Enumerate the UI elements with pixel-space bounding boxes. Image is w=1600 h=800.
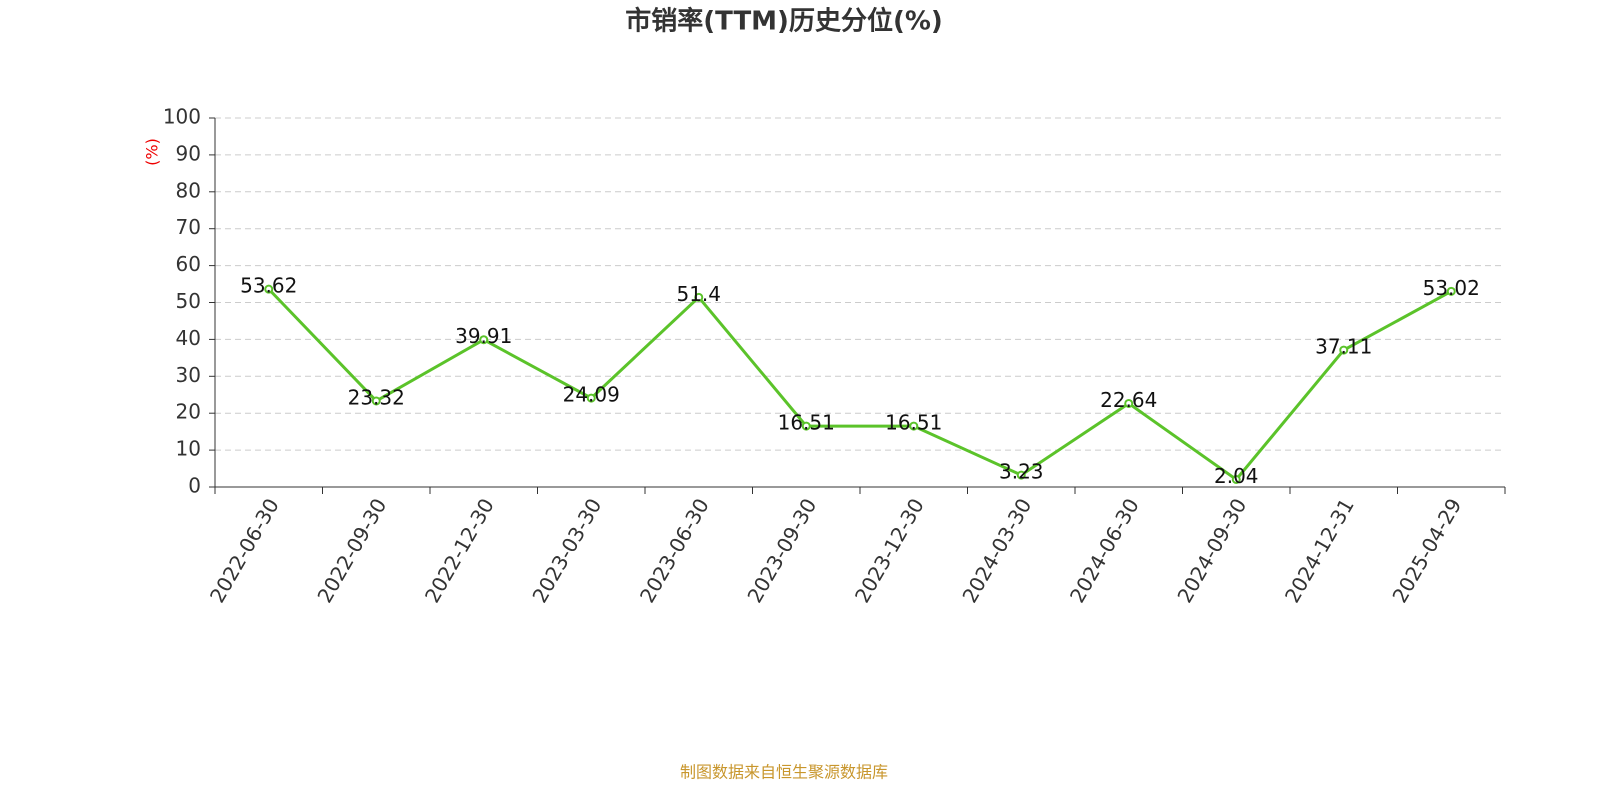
y-tick-label: 100 — [163, 105, 201, 129]
data-label: 22.64 — [1100, 388, 1157, 412]
point — [1016, 470, 1026, 480]
x-tick-label: 2023-09-30 — [742, 494, 821, 607]
y-tick-label: 50 — [176, 289, 201, 313]
point — [1339, 345, 1349, 355]
y-tick-label: 40 — [176, 326, 201, 350]
y-tick-label: 30 — [176, 363, 201, 387]
data-label: 51.4 — [676, 282, 721, 306]
x-tick-label: 2022-09-30 — [312, 494, 391, 607]
x-tick-label: 2023-03-30 — [527, 494, 606, 607]
y-tick-label: 70 — [176, 215, 201, 239]
data-label: 2.04 — [1214, 464, 1259, 488]
point — [264, 284, 274, 294]
x-tick-label: 2024-09-30 — [1172, 494, 1251, 607]
point — [1231, 474, 1241, 484]
data-label: 53.62 — [240, 274, 297, 298]
x-tick-label: 2024-12-31 — [1280, 494, 1359, 607]
x-tick-label: 2023-12-30 — [850, 494, 929, 607]
data-label: 3.23 — [999, 460, 1044, 484]
point — [909, 421, 919, 431]
point — [479, 335, 489, 345]
y-tick-label: 80 — [176, 178, 201, 202]
x-tick-label: 2024-06-30 — [1065, 494, 1144, 607]
data-label: 16.51 — [778, 411, 835, 435]
x-tick-label: 2023-06-30 — [635, 494, 714, 607]
data-label: 16.51 — [885, 411, 942, 435]
y-tick-label: 60 — [176, 252, 201, 276]
x-tick-label: 2025-04-29 — [1387, 494, 1466, 607]
data-label: 37.11 — [1315, 335, 1372, 359]
point — [801, 421, 811, 431]
x-tick-label: 2024-03-30 — [957, 494, 1036, 607]
x-tick-label: 2022-06-30 — [205, 494, 284, 607]
x-tick-label: 2022-12-30 — [420, 494, 499, 607]
chart-title: 市销率(TTM)历史分位(%) — [625, 6, 943, 37]
data-label: 24.09 — [563, 383, 620, 407]
y-tick-label: 0 — [188, 474, 201, 498]
y-tick-label: 10 — [176, 437, 201, 461]
data-label: 53.02 — [1423, 276, 1480, 300]
y-tick-label: 90 — [176, 141, 201, 165]
y-tick-label: 20 — [176, 400, 201, 424]
source-note: 制图数据来自恒生聚源数据库 — [680, 763, 888, 782]
point — [694, 292, 704, 302]
point — [586, 393, 596, 403]
data-label: 39.91 — [455, 324, 512, 348]
y-axis-label: (%) — [143, 138, 162, 166]
point — [1446, 286, 1456, 296]
data-label: 23.32 — [348, 385, 405, 409]
point — [371, 396, 381, 406]
line — [267, 288, 1452, 482]
point — [1124, 398, 1134, 408]
